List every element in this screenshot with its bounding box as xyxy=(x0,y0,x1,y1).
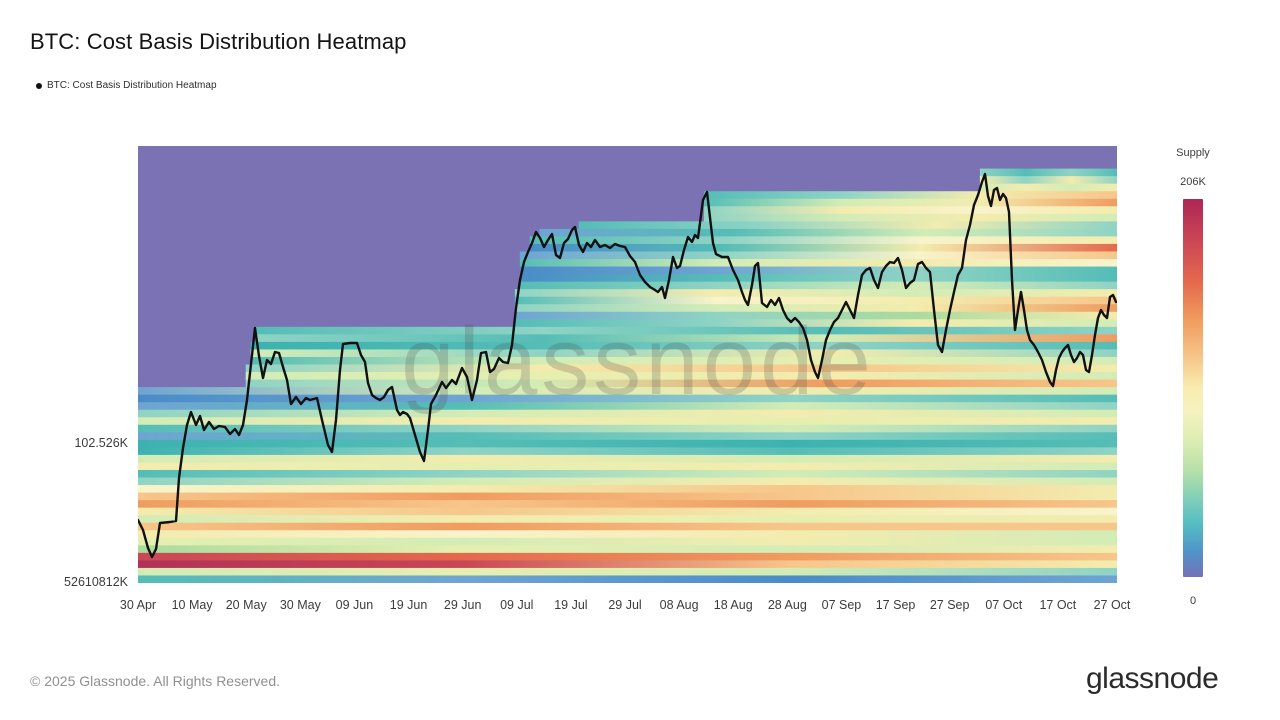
x-tick-label: 08 Aug xyxy=(659,598,699,612)
x-tick-label: 19 Jul xyxy=(554,598,588,612)
x-tick-label: 07 Oct xyxy=(985,598,1023,612)
colorbar-min-label: 0 xyxy=(1189,595,1197,607)
legend-item-btc-cbd[interactable]: BTC: Cost Basis Distribution Heatmap xyxy=(36,80,217,91)
x-tick-label: 27 Sep xyxy=(929,598,970,612)
x-tick-label: 17 Oct xyxy=(1039,598,1077,612)
x-tick-label: 09 Jun xyxy=(335,598,374,612)
x-axis: 30 Apr 10 May 20 May 30 May 09 Jun 19 Jun 29 J… xyxy=(120,598,1130,618)
y-tick-label: 52610812K xyxy=(64,575,128,589)
glassnode-logo: glassnode xyxy=(1086,662,1219,695)
x-tick-label: 30 Apr xyxy=(119,598,157,612)
price-line xyxy=(138,172,1117,559)
copyright-text: © 2025 Glassnode. All Rights Reserved. xyxy=(30,673,281,689)
x-tick-label: 27 Oct xyxy=(1093,598,1131,612)
y-tick-label: 102.526K xyxy=(74,436,128,451)
x-tick-label: 07 Sep xyxy=(821,598,862,612)
page-title: BTC: Cost Basis Distribution Heatmap xyxy=(30,29,407,54)
x-tick-label: 20 May xyxy=(225,598,267,612)
x-tick-label: 09 Jul xyxy=(500,598,534,612)
x-tick-label: 30 May xyxy=(279,598,321,612)
legend-marker-icon xyxy=(36,82,42,89)
x-tick-label: 10 May xyxy=(171,598,213,612)
legend-label: BTC: Cost Basis Distribution Heatmap xyxy=(47,80,217,91)
x-tick-label: 28 Aug xyxy=(767,598,807,612)
colorbar-gradient xyxy=(1183,199,1203,577)
x-tick-label: 29 Jul xyxy=(608,598,642,612)
heatmap-canvas: glassnode xyxy=(138,146,1117,583)
x-tick-label: 19 Jun xyxy=(389,598,428,612)
x-tick-label: 29 Jun xyxy=(443,598,482,612)
colorbar-title: Supply xyxy=(1176,147,1210,159)
colorbar-max-label: 206K xyxy=(1180,176,1206,188)
heatmap-plot-area[interactable]: glassnode xyxy=(138,146,1117,583)
x-tick-label: 17 Sep xyxy=(875,598,916,612)
x-tick-label: 18 Aug xyxy=(713,598,753,612)
